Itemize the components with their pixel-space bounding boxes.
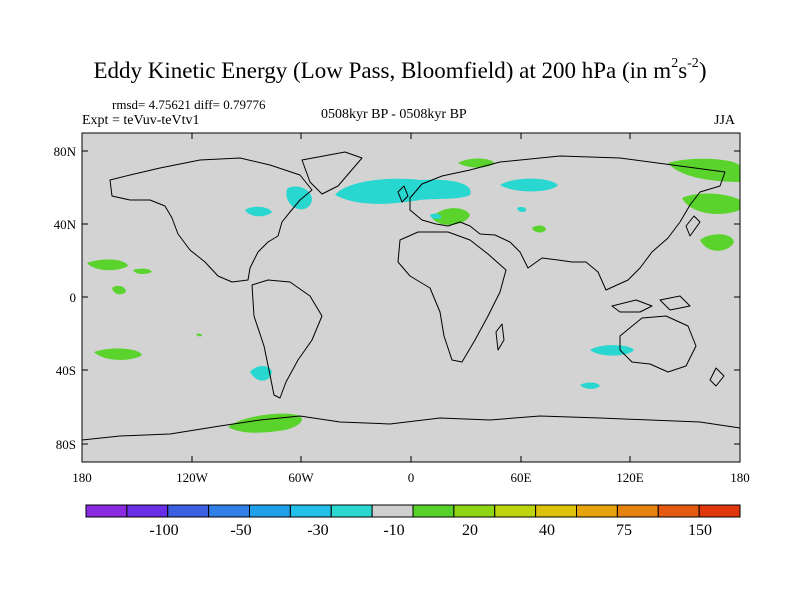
- colorbar-labels: -100 -50 -30 -10 20 40 75 150: [149, 522, 712, 539]
- colorbar-box: [371, 504, 414, 518]
- colorbar-box: [698, 504, 741, 518]
- lat-label: 40S: [56, 363, 76, 378]
- colorbar-box: [126, 504, 169, 518]
- colorbar-box: [453, 504, 496, 518]
- british-isles-coastline: [397, 185, 409, 203]
- colorbar-label: -10: [383, 522, 404, 539]
- japan-coastline: [685, 215, 701, 237]
- colorbar-box: [289, 504, 332, 518]
- lon-label: 180: [72, 470, 92, 485]
- colorbar-box: [616, 504, 659, 518]
- greenland-coastline: [301, 151, 363, 195]
- lat-tick-labels: 80N 40N 0 40S 80S: [54, 144, 77, 452]
- colorbar-box: [85, 504, 128, 518]
- lon-label: 180: [730, 470, 750, 485]
- colorbar-label: 40: [539, 522, 555, 539]
- lon-tick-labels: 180 120W 60W 0 60E 120E 180: [72, 470, 750, 485]
- colorbar-box: [494, 504, 537, 518]
- lon-label: 120W: [176, 470, 209, 485]
- stats-label: rmsd= 4.75621 diff= 0.79776: [112, 97, 266, 112]
- experiment-label: Expt = teVuv-teVtv1: [82, 113, 200, 128]
- colorbar-box: [249, 504, 291, 518]
- positive-anomaly-regions: [87, 158, 740, 433]
- lon-label: 0: [408, 470, 415, 485]
- colorbar: [85, 504, 741, 518]
- new-zealand-coastline: [709, 367, 725, 387]
- map-title: Eddy Kinetic Energy (Low Pass, Bloomfiel…: [93, 56, 707, 83]
- colorbar-box: [657, 504, 700, 518]
- season-label: JJA: [714, 113, 736, 128]
- lat-label: 40N: [54, 217, 77, 232]
- australia-coastline: [619, 315, 697, 373]
- africa-coastline: [397, 231, 507, 363]
- colorbar-label: 75: [616, 522, 632, 539]
- south-america-coastline: [251, 279, 323, 399]
- colorbar-box: [412, 504, 455, 518]
- colorbar-label: 20: [462, 522, 478, 539]
- colorbar-label: -50: [230, 522, 251, 539]
- colorbar-box: [208, 504, 251, 518]
- lon-label: 60E: [511, 470, 532, 485]
- lon-tick-marks: [81, 133, 741, 462]
- period-label: 0508kyr BP - 0508kyr BP: [321, 107, 467, 122]
- north-america-coastline: [109, 157, 313, 283]
- europe-asia-coastline: [409, 155, 726, 291]
- colorbar-box: [167, 504, 210, 518]
- lon-label: 60W: [288, 470, 314, 485]
- lat-label: 80N: [54, 144, 77, 159]
- colorbar-box: [576, 504, 618, 518]
- lat-tick-marks: [82, 150, 740, 445]
- colorbar-box: [535, 504, 578, 518]
- coastlines: [81, 151, 741, 441]
- lon-label: 120E: [616, 470, 644, 485]
- madagascar-coastline: [495, 323, 505, 351]
- map-frame: [81, 132, 741, 463]
- colorbar-box: [330, 504, 373, 518]
- antarctica-coastline: [81, 415, 741, 441]
- colorbar-label: -100: [149, 522, 178, 539]
- southeast-asia-islands: [611, 295, 691, 313]
- colorbar-label: -30: [307, 522, 328, 539]
- lat-label: 80S: [56, 437, 76, 452]
- colorbar-label: 150: [688, 522, 712, 539]
- lat-label: 0: [70, 290, 77, 305]
